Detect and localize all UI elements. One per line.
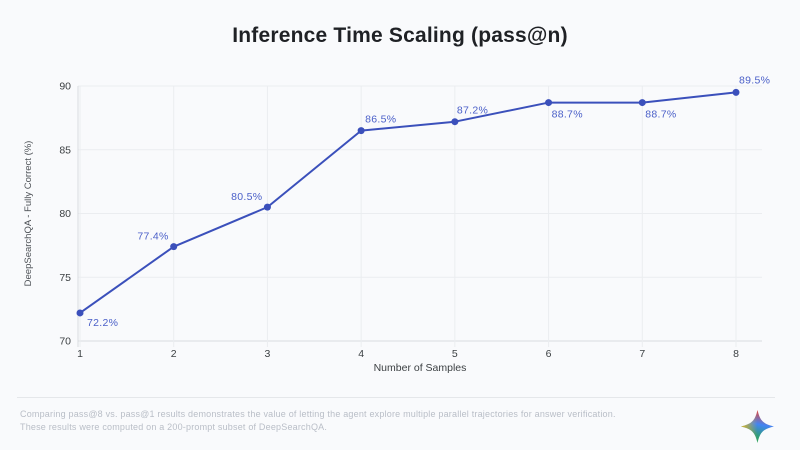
- data-point: [451, 118, 459, 126]
- x-tick-label: 8: [733, 348, 739, 360]
- y-tick-label: 80: [59, 208, 71, 220]
- x-tick-label: 4: [358, 348, 364, 360]
- trend-line: [79, 91, 737, 314]
- y-tick-label: 90: [59, 81, 71, 93]
- data-point-label: 88.7%: [645, 109, 676, 121]
- data-point-label: 80.5%: [231, 191, 262, 203]
- data-point: [76, 309, 84, 317]
- data-point: [170, 243, 178, 251]
- footer-caption-line2: These results were computed on a 200-pro…: [20, 422, 328, 432]
- footer-divider: [17, 397, 775, 398]
- y-axis-title: DeepSearchQA - Fully Correct (%): [23, 141, 34, 287]
- x-axis-title: Number of Samples: [374, 362, 467, 374]
- chart-title: Inference Time Scaling (pass@n): [232, 24, 568, 47]
- y-tick-label: 70: [59, 336, 71, 348]
- y-tick-label: 85: [59, 144, 71, 156]
- x-tick-label: 1: [77, 348, 83, 360]
- data-point-label: 89.5%: [739, 74, 770, 86]
- data-point-label: 72.2%: [87, 317, 118, 329]
- x-tick-label: 5: [452, 348, 458, 360]
- footer-caption-line1: Comparing pass@8 vs. pass@1 results demo…: [20, 409, 616, 419]
- data-point: [357, 127, 365, 135]
- data-point: [732, 88, 740, 96]
- gemini-sparkle-icon: [741, 410, 774, 443]
- y-tick-label: 75: [59, 272, 71, 284]
- data-point: [638, 99, 646, 107]
- data-point: [263, 203, 271, 211]
- data-point-label: 77.4%: [137, 231, 168, 243]
- x-tick-label: 6: [546, 348, 552, 360]
- data-point-label: 88.7%: [552, 109, 583, 121]
- data-point-label: 87.2%: [457, 105, 488, 117]
- data-point-label: 86.5%: [365, 114, 396, 126]
- x-tick-label: 3: [265, 348, 271, 360]
- x-tick-label: 2: [171, 348, 177, 360]
- data-point: [545, 99, 553, 107]
- x-tick-label: 7: [639, 348, 645, 360]
